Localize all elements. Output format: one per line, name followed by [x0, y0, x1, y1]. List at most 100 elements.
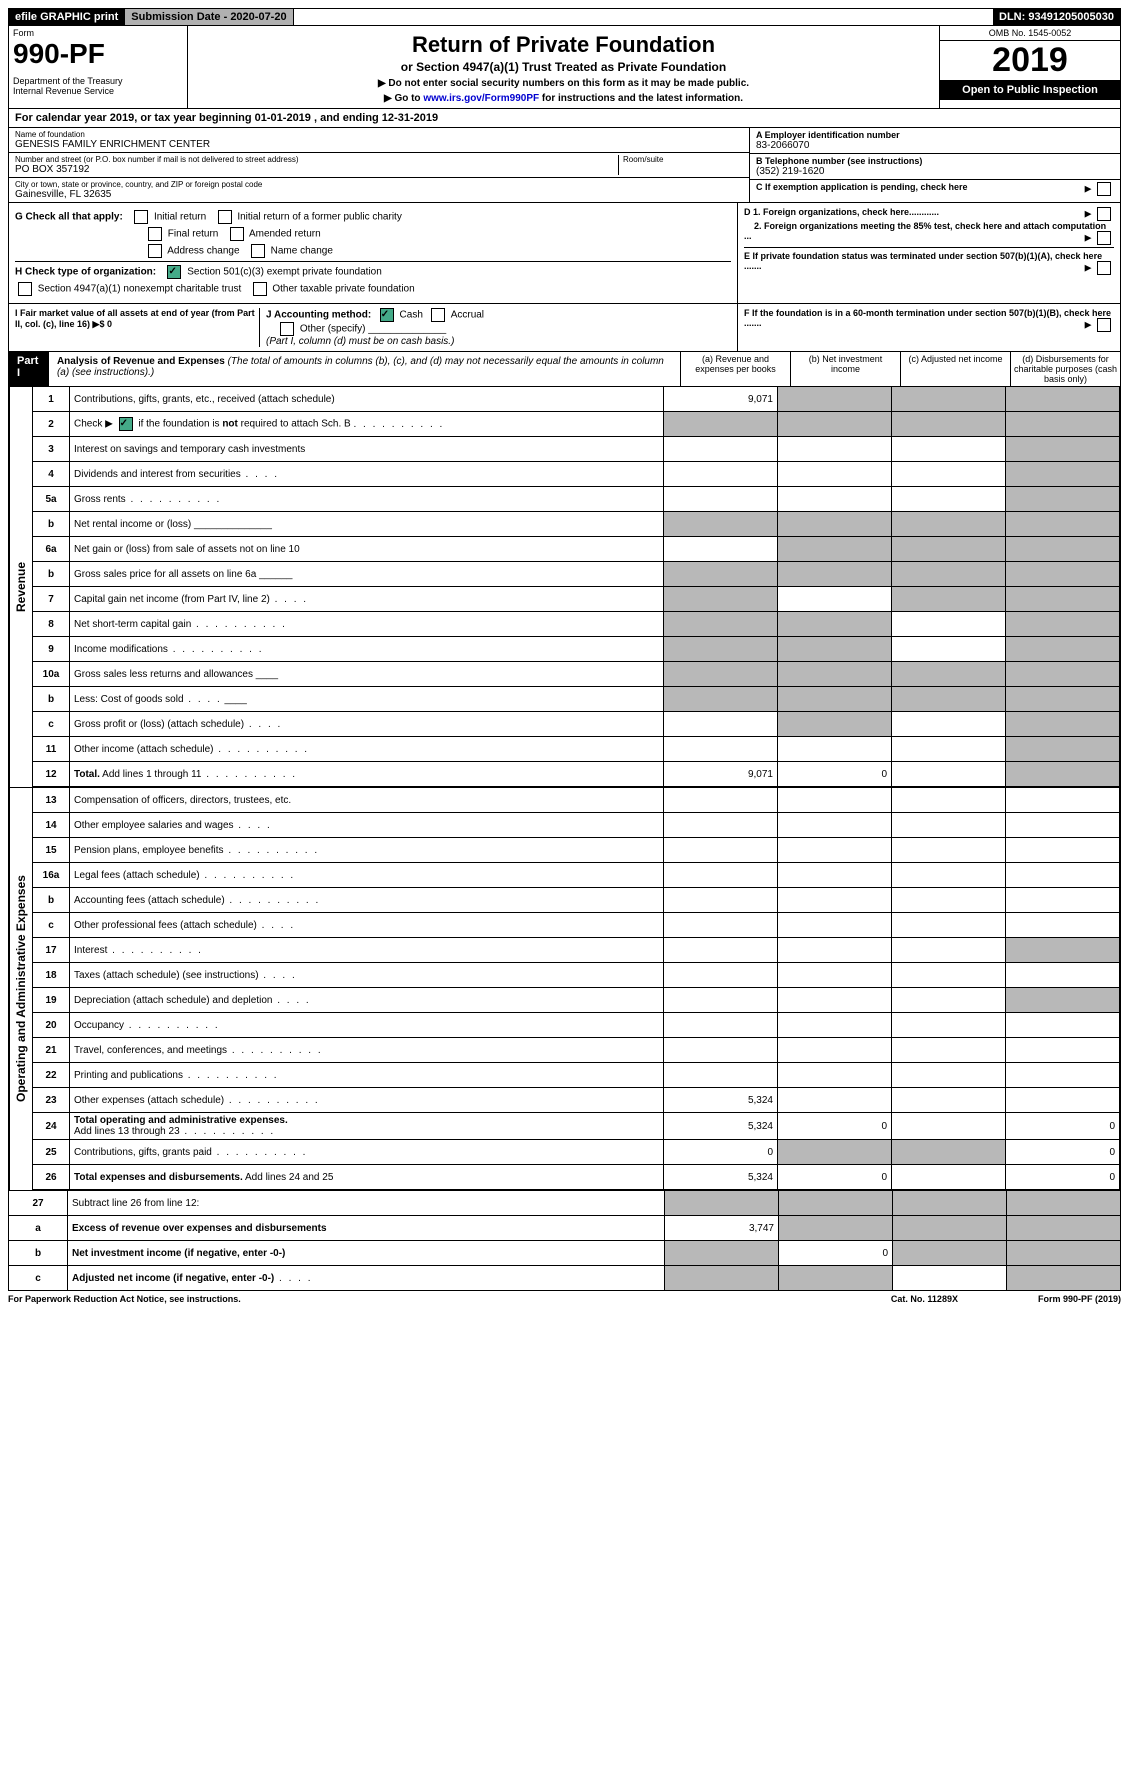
revenue-section: Revenue 1Contributions, gifts, grants, e…: [8, 387, 1121, 788]
row-9: 9Income modifications: [33, 637, 1120, 662]
row-16b: bAccounting fees (attach schedule): [33, 888, 1120, 913]
row-21: 21Travel, conferences, and meetings: [33, 1038, 1120, 1063]
d2-label: 2. Foreign organizations meeting the 85%…: [744, 221, 1114, 241]
row-26: 26Total expenses and disbursements. Add …: [33, 1165, 1120, 1190]
j-other-checkbox[interactable]: [280, 322, 294, 336]
form-label: Form: [13, 28, 183, 38]
instruction-2: ▶ Go to www.irs.gov/Form990PF for instru…: [192, 93, 935, 104]
phone-label: B Telephone number (see instructions): [756, 156, 1114, 166]
col-b-header: (b) Net investment income: [790, 352, 900, 386]
h-other-checkbox[interactable]: [253, 282, 267, 296]
row-1: 1Contributions, gifts, grants, etc., rec…: [33, 387, 1120, 412]
city-label: City or town, state or province, country…: [15, 180, 743, 189]
foundation-info: Name of foundation GENESIS FAMILY ENRICH…: [8, 128, 1121, 203]
dept-label: Department of the Treasury Internal Reve…: [13, 76, 183, 96]
room-label: Room/suite: [623, 155, 743, 164]
f-label: F If the foundation is in a 60-month ter…: [744, 308, 1114, 328]
row-5b: bNet rental income or (loss) ___________…: [33, 512, 1120, 537]
footer-right: Form 990-PF (2019): [1038, 1294, 1121, 1304]
submission-date: Submission Date - 2020-07-20: [125, 9, 293, 25]
footer-center: Cat. No. 11289X: [891, 1294, 958, 1304]
e-checkbox[interactable]: [1097, 261, 1111, 275]
j-cash: Cash: [400, 310, 423, 321]
g-o3: Final return: [168, 229, 219, 240]
efile-print-button[interactable]: efile GRAPHIC print: [9, 9, 125, 25]
expenses-table: 13Compensation of officers, directors, t…: [32, 788, 1120, 1190]
g-o1: Initial return: [154, 212, 206, 223]
section-i-j-f: I Fair market value of all assets at end…: [8, 304, 1121, 352]
i-label: I Fair market value of all assets at end…: [15, 308, 255, 329]
g-label: G Check all that apply:: [15, 212, 123, 223]
row-11: 11Other income (attach schedule): [33, 737, 1120, 762]
addr-value: PO BOX 357192: [15, 164, 618, 175]
row-6a: 6aNet gain or (loss) from sale of assets…: [33, 537, 1120, 562]
row-15: 15Pension plans, employee benefits: [33, 838, 1120, 863]
part1-header-row: Part I Analysis of Revenue and Expenses …: [8, 352, 1121, 387]
j-other: Other (specify): [300, 324, 366, 335]
line27-table: 27Subtract line 26 from line 12: aExcess…: [8, 1191, 1121, 1291]
form-subtitle: or Section 4947(a)(1) Trust Treated as P…: [192, 60, 935, 74]
section-g-h: G Check all that apply: Initial return I…: [8, 203, 1121, 304]
c-checkbox[interactable]: [1097, 182, 1111, 196]
d2-checkbox[interactable]: [1097, 231, 1111, 245]
part1-title: Analysis of Revenue and Expenses: [57, 356, 225, 367]
row-18: 18Taxes (attach schedule) (see instructi…: [33, 963, 1120, 988]
col-a-header: (a) Revenue and expenses per books: [680, 352, 790, 386]
row-8: 8Net short-term capital gain: [33, 612, 1120, 637]
schb-checkbox[interactable]: [119, 417, 133, 431]
h-4947-checkbox[interactable]: [18, 282, 32, 296]
f-checkbox[interactable]: [1097, 318, 1111, 332]
row-27c: cAdjusted net income (if negative, enter…: [9, 1266, 1121, 1291]
instruction-1: ▶ Do not enter social security numbers o…: [192, 78, 935, 89]
e-label: E If private foundation status was termi…: [744, 247, 1114, 271]
part1-badge: Part I: [9, 352, 49, 386]
row-10a: 10aGross sales less returns and allowanc…: [33, 662, 1120, 687]
j-accrual-checkbox[interactable]: [431, 308, 445, 322]
row-10b: bLess: Cost of goods sold ____: [33, 687, 1120, 712]
row-10c: cGross profit or (loss) (attach schedule…: [33, 712, 1120, 737]
addr-label: Number and street (or P.O. box number if…: [15, 155, 618, 164]
form-number: 990-PF: [13, 38, 183, 70]
row-16a: 16aLegal fees (attach schedule): [33, 863, 1120, 888]
irs-link[interactable]: www.irs.gov/Form990PF: [423, 93, 539, 104]
row-27: 27Subtract line 26 from line 12:: [9, 1191, 1121, 1216]
c-label: C If exemption application is pending, c…: [756, 182, 968, 192]
g-final-checkbox[interactable]: [148, 227, 162, 241]
g-initial-checkbox[interactable]: [134, 210, 148, 224]
d1-checkbox[interactable]: [1097, 207, 1111, 221]
row-4: 4Dividends and interest from securities: [33, 462, 1120, 487]
row-27a: aExcess of revenue over expenses and dis…: [9, 1216, 1121, 1241]
page-footer: For Paperwork Reduction Act Notice, see …: [8, 1291, 1121, 1304]
col-c-header: (c) Adjusted net income: [900, 352, 1010, 386]
row-13: 13Compensation of officers, directors, t…: [33, 788, 1120, 813]
calendar-year-line: For calendar year 2019, or tax year begi…: [8, 109, 1121, 128]
h-501c3-checkbox[interactable]: [167, 265, 181, 279]
j-cash-checkbox[interactable]: [380, 308, 394, 322]
row-17: 17Interest: [33, 938, 1120, 963]
g-o2: Initial return of a former public charit…: [237, 212, 402, 223]
g-name-checkbox[interactable]: [251, 244, 265, 258]
row-12: 12Total. Add lines 1 through 119,0710: [33, 762, 1120, 787]
row-22: 22Printing and publications: [33, 1063, 1120, 1088]
h-o1: Section 501(c)(3) exempt private foundat…: [187, 267, 382, 278]
g-former-checkbox[interactable]: [218, 210, 232, 224]
row-20: 20Occupancy: [33, 1013, 1120, 1038]
g-o4: Amended return: [249, 229, 321, 240]
name-label: Name of foundation: [15, 130, 743, 139]
g-amended-checkbox[interactable]: [230, 227, 244, 241]
foundation-name: GENESIS FAMILY ENRICHMENT CENTER: [15, 139, 743, 150]
city-value: Gainesville, FL 32635: [15, 189, 743, 200]
omb-number: OMB No. 1545-0052: [940, 26, 1120, 41]
dln-label: DLN: 93491205005030: [993, 9, 1120, 25]
form-title: Return of Private Foundation: [192, 32, 935, 58]
d1-label: D 1. Foreign organizations, check here..…: [744, 207, 1114, 217]
row-16c: cOther professional fees (attach schedul…: [33, 913, 1120, 938]
g-o5: Address change: [167, 246, 239, 257]
g-address-checkbox[interactable]: [148, 244, 162, 258]
row-24: 24Total operating and administrative exp…: [33, 1113, 1120, 1140]
expenses-section: Operating and Administrative Expenses 13…: [8, 788, 1121, 1191]
tax-year: 2019: [940, 41, 1120, 80]
row-25: 25Contributions, gifts, grants paid00: [33, 1140, 1120, 1165]
row-14: 14Other employee salaries and wages: [33, 813, 1120, 838]
row-23: 23Other expenses (attach schedule)5,324: [33, 1088, 1120, 1113]
